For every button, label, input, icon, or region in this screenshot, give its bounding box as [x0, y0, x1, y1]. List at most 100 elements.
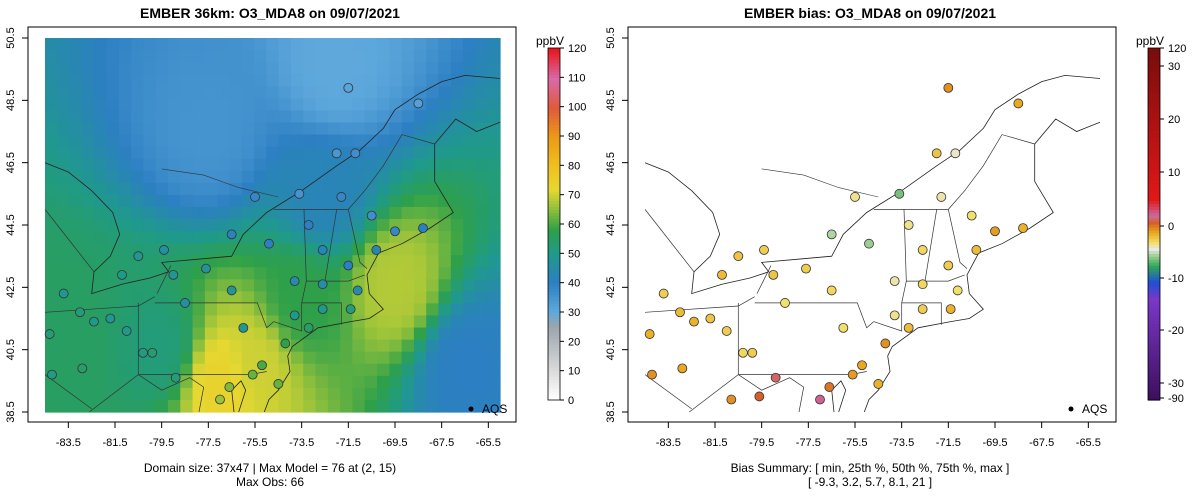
colorbar-swatch [548, 238, 560, 243]
model-grid-cell [315, 399, 329, 413]
model-grid-cell [413, 206, 427, 220]
model-grid-cell [327, 375, 341, 389]
model-grid-cell [143, 387, 157, 401]
model-grid-cell [167, 399, 181, 413]
model-grid-cell [364, 50, 378, 63]
model-grid-cell [364, 134, 378, 148]
colorbar-swatch [548, 347, 560, 351]
aqs-station-marker [889, 276, 900, 287]
model-grid-cell [254, 303, 267, 317]
model-grid-cell [81, 291, 95, 305]
model-grid-cell [463, 86, 477, 99]
model-grid-cell [389, 170, 403, 184]
model-grid-cell [303, 74, 317, 87]
model-grid-cell [377, 315, 390, 329]
model-grid-cell [327, 327, 341, 341]
model-grid-cell [45, 243, 58, 256]
model-grid-cell [131, 170, 144, 184]
colorbar-swatch [1148, 48, 1160, 52]
colorbar-swatch [548, 94, 560, 99]
model-grid-cell [266, 50, 280, 63]
colorbar-swatch [548, 62, 560, 67]
model-grid-cell [131, 327, 144, 341]
model-grid-cell [450, 74, 464, 87]
model-grid-cell [413, 38, 427, 51]
model-map-svg: -83.5 -81.5 -79.5 -77.5 -75.5 -73.5 -71.5 -69.5… [5, 26, 586, 449]
model-grid-cell [45, 399, 58, 413]
model-grid-cell [204, 182, 218, 196]
model-grid-cell [463, 327, 477, 341]
model-grid-cell [340, 243, 354, 256]
colorbar-swatch [548, 185, 560, 190]
colorbar-swatch [548, 59, 560, 64]
model-grid-cell [167, 291, 181, 305]
model-grid-cell [217, 279, 231, 292]
model-grid-cell [450, 339, 464, 353]
state-boundary [156, 265, 172, 294]
map-boundaries [44, 74, 501, 413]
model-grid-cell [192, 38, 206, 51]
model-grid-cell [413, 170, 427, 184]
model-grid-cell [217, 194, 231, 208]
aqs-station-marker [726, 394, 737, 405]
model-grid-cell [278, 74, 292, 87]
colorbar-unit: ppbV [1136, 34, 1165, 48]
model-grid-cell [143, 399, 157, 413]
model-grid-cell [352, 315, 366, 329]
model-grid-cell [229, 146, 243, 160]
model-grid-cell [426, 351, 440, 365]
model-grid-cell [450, 387, 464, 401]
model-grid-cell [413, 303, 427, 317]
model-grid-cell [364, 62, 378, 75]
model-grid-cell [143, 110, 157, 124]
colorbar-swatch [548, 335, 560, 339]
model-grid-cell [475, 303, 489, 317]
model-grid-cell [315, 206, 329, 220]
model-grid-cell [229, 194, 243, 208]
model-grid-cell [266, 399, 280, 413]
model-grid-cell [413, 74, 427, 87]
model-grid-cell [81, 98, 95, 111]
model-grid-cell [45, 98, 58, 111]
model-grid-cell [401, 363, 415, 377]
aqs-station-marker [850, 192, 860, 202]
aqs-station-marker [717, 269, 727, 280]
model-grid-cell [426, 146, 440, 160]
model-grid-cell [340, 122, 354, 136]
state-boundary [873, 209, 907, 332]
model-grid-cell [487, 158, 501, 172]
colorbar-swatch [1148, 200, 1160, 205]
aqs-station-marker [303, 220, 314, 230]
model-grid-cell [475, 291, 489, 305]
model-grid-cell [192, 86, 206, 99]
model-grid-cell [352, 218, 366, 232]
model-grid-cell [81, 170, 95, 184]
model-grid-cell [377, 375, 390, 389]
model-grid-cell [192, 74, 206, 87]
model-grid-cell [315, 182, 329, 196]
model-grid-cell [131, 399, 144, 413]
colorbar-swatch [1148, 364, 1160, 369]
aqs-station-marker [689, 316, 699, 327]
model-grid-cell [389, 279, 403, 292]
model-grid-cell [352, 134, 366, 148]
model-grid-cell [155, 158, 169, 172]
model-grid-cell [377, 38, 390, 51]
model-grid-cell [487, 351, 501, 365]
model-grid-cell [327, 74, 341, 87]
coastline-great-lakes [44, 74, 501, 295]
model-grid-cell [57, 339, 71, 353]
model-grid-cell [438, 291, 452, 305]
model-grid-cell [315, 327, 329, 341]
model-grid-cell [426, 182, 440, 196]
model-grid-cell [290, 255, 304, 268]
y-tick-label: 40.5 [5, 339, 17, 360]
aqs-station-marker [159, 245, 169, 255]
aqs-station-marker [768, 269, 779, 280]
colorbar-swatch [548, 276, 560, 281]
model-grid-cell [180, 134, 194, 148]
colorbar-swatch [1148, 350, 1160, 354]
model-grid-cell [229, 351, 243, 365]
aqs-station-marker [418, 223, 428, 234]
model-grid-cell [192, 303, 206, 317]
